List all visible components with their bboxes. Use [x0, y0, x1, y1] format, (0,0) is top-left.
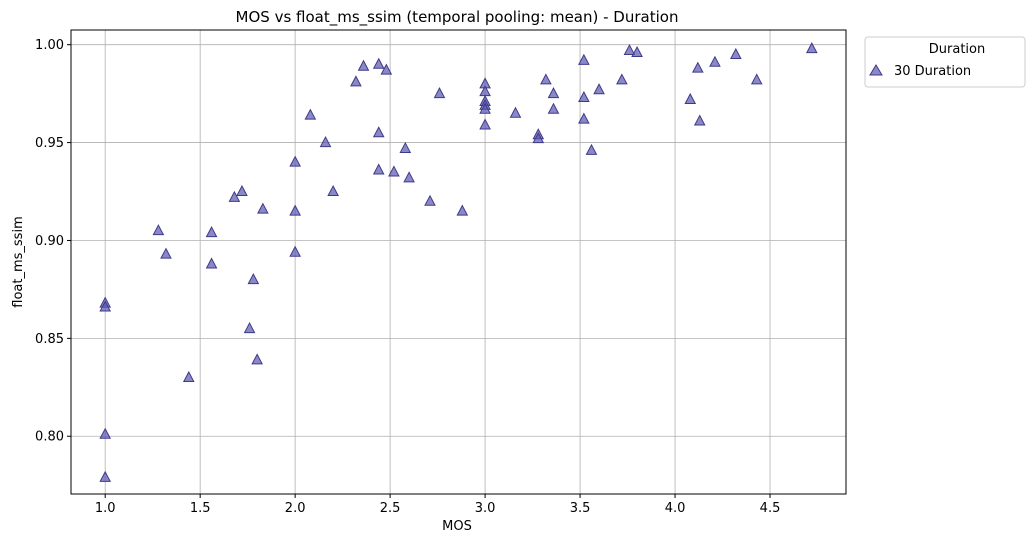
- data-point-triangle: [593, 83, 605, 95]
- y-tick-label: 0.85: [35, 332, 64, 347]
- grid-lines: [71, 30, 846, 494]
- data-point-triangle: [578, 90, 590, 103]
- data-point-triangle: [479, 102, 491, 114]
- x-tick-label: 2.0: [285, 501, 306, 516]
- legend-series-label: 30 Duration: [894, 64, 971, 79]
- data-point-triangle: [578, 112, 590, 124]
- data-point-triangle: [357, 59, 370, 71]
- data-point-triangle: [228, 190, 241, 202]
- x-tick-label: 1.5: [190, 501, 211, 516]
- y-axis-ticks: 0.80 0.85 0.90 0.95 1.00: [35, 38, 71, 445]
- data-point-triangle: [424, 194, 436, 206]
- x-axis-ticks: 1.0 1.5 2.0 2.5 3.0 3.5 4.0 4.5: [95, 494, 781, 516]
- data-point-triangle: [289, 245, 301, 257]
- data-point-triangle: [380, 63, 393, 75]
- data-point-triangle: [631, 45, 643, 58]
- data-point-triangle: [479, 118, 491, 130]
- y-tick-label: 0.90: [35, 234, 64, 249]
- data-point-triangle: [509, 106, 522, 118]
- data-point-triangle: [160, 247, 172, 259]
- y-tick-label: 1.00: [35, 38, 64, 53]
- data-point-triangle: [532, 132, 545, 144]
- data-point-triangle: [399, 141, 412, 153]
- data-point-triangle: [805, 42, 818, 54]
- data-point-triangle: [585, 143, 598, 155]
- data-point-triangle: [247, 273, 260, 285]
- data-point-triangle: [456, 204, 469, 216]
- data-point-triangle: [692, 61, 704, 73]
- plot-frame: [70, 29, 847, 495]
- data-point-triangle: [289, 204, 301, 216]
- data-point-triangle: [327, 184, 339, 197]
- y-tick-label: 0.95: [35, 136, 64, 151]
- data-point-triangle: [257, 202, 269, 214]
- data-point-triangle: [99, 470, 112, 482]
- x-tick-label: 3.0: [475, 501, 496, 516]
- data-point-triangle: [99, 300, 112, 312]
- legend-title: Duration: [929, 42, 985, 57]
- data-point-triangle: [750, 73, 763, 85]
- data-point-triangle: [99, 427, 112, 439]
- chart-title: MOS vs float_ms_ssim (temporal pooling: …: [236, 8, 679, 27]
- data-point-triangle: [289, 155, 301, 167]
- data-point-triangle: [388, 165, 400, 177]
- data-point-triangle: [372, 163, 385, 175]
- data-point-triangle: [152, 224, 165, 236]
- data-point-triangle: [182, 370, 195, 383]
- data-point-triangle: [319, 136, 332, 148]
- data-points: [99, 42, 818, 482]
- x-tick-label: 4.5: [760, 501, 781, 516]
- data-point-triangle: [304, 108, 317, 120]
- data-point-triangle: [372, 126, 385, 138]
- data-point-triangle: [433, 87, 446, 99]
- data-point-triangle: [684, 92, 697, 105]
- x-axis-label: MOS: [442, 519, 472, 534]
- legend-marker-triangle-icon: [869, 64, 883, 76]
- x-tick-label: 1.0: [95, 501, 116, 516]
- data-point-triangle: [243, 321, 256, 334]
- data-point-triangle: [616, 73, 628, 85]
- data-point-triangle: [709, 55, 721, 67]
- data-point-triangle: [730, 47, 742, 59]
- data-point-triangle: [547, 102, 560, 114]
- data-point-triangle: [623, 43, 636, 56]
- y-tick-label: 0.80: [35, 430, 64, 445]
- data-point-triangle: [547, 87, 560, 99]
- x-tick-label: 3.5: [570, 501, 591, 516]
- y-axis-label: float_ms_ssim: [11, 216, 26, 307]
- data-point-triangle: [205, 226, 218, 238]
- data-point-triangle: [540, 73, 552, 85]
- data-point-triangle: [251, 353, 263, 365]
- data-point-triangle: [578, 53, 590, 65]
- data-point-triangle: [372, 57, 385, 69]
- data-point-triangle: [350, 75, 362, 87]
- data-point-triangle: [403, 171, 415, 183]
- x-tick-label: 2.5: [380, 501, 401, 516]
- data-point-triangle: [693, 114, 706, 126]
- data-point-triangle: [205, 257, 218, 269]
- data-point-triangle: [236, 184, 248, 197]
- legend-box: [864, 36, 1026, 88]
- x-tick-label: 4.0: [665, 501, 686, 516]
- legend: Duration 30 Duration: [864, 36, 1026, 88]
